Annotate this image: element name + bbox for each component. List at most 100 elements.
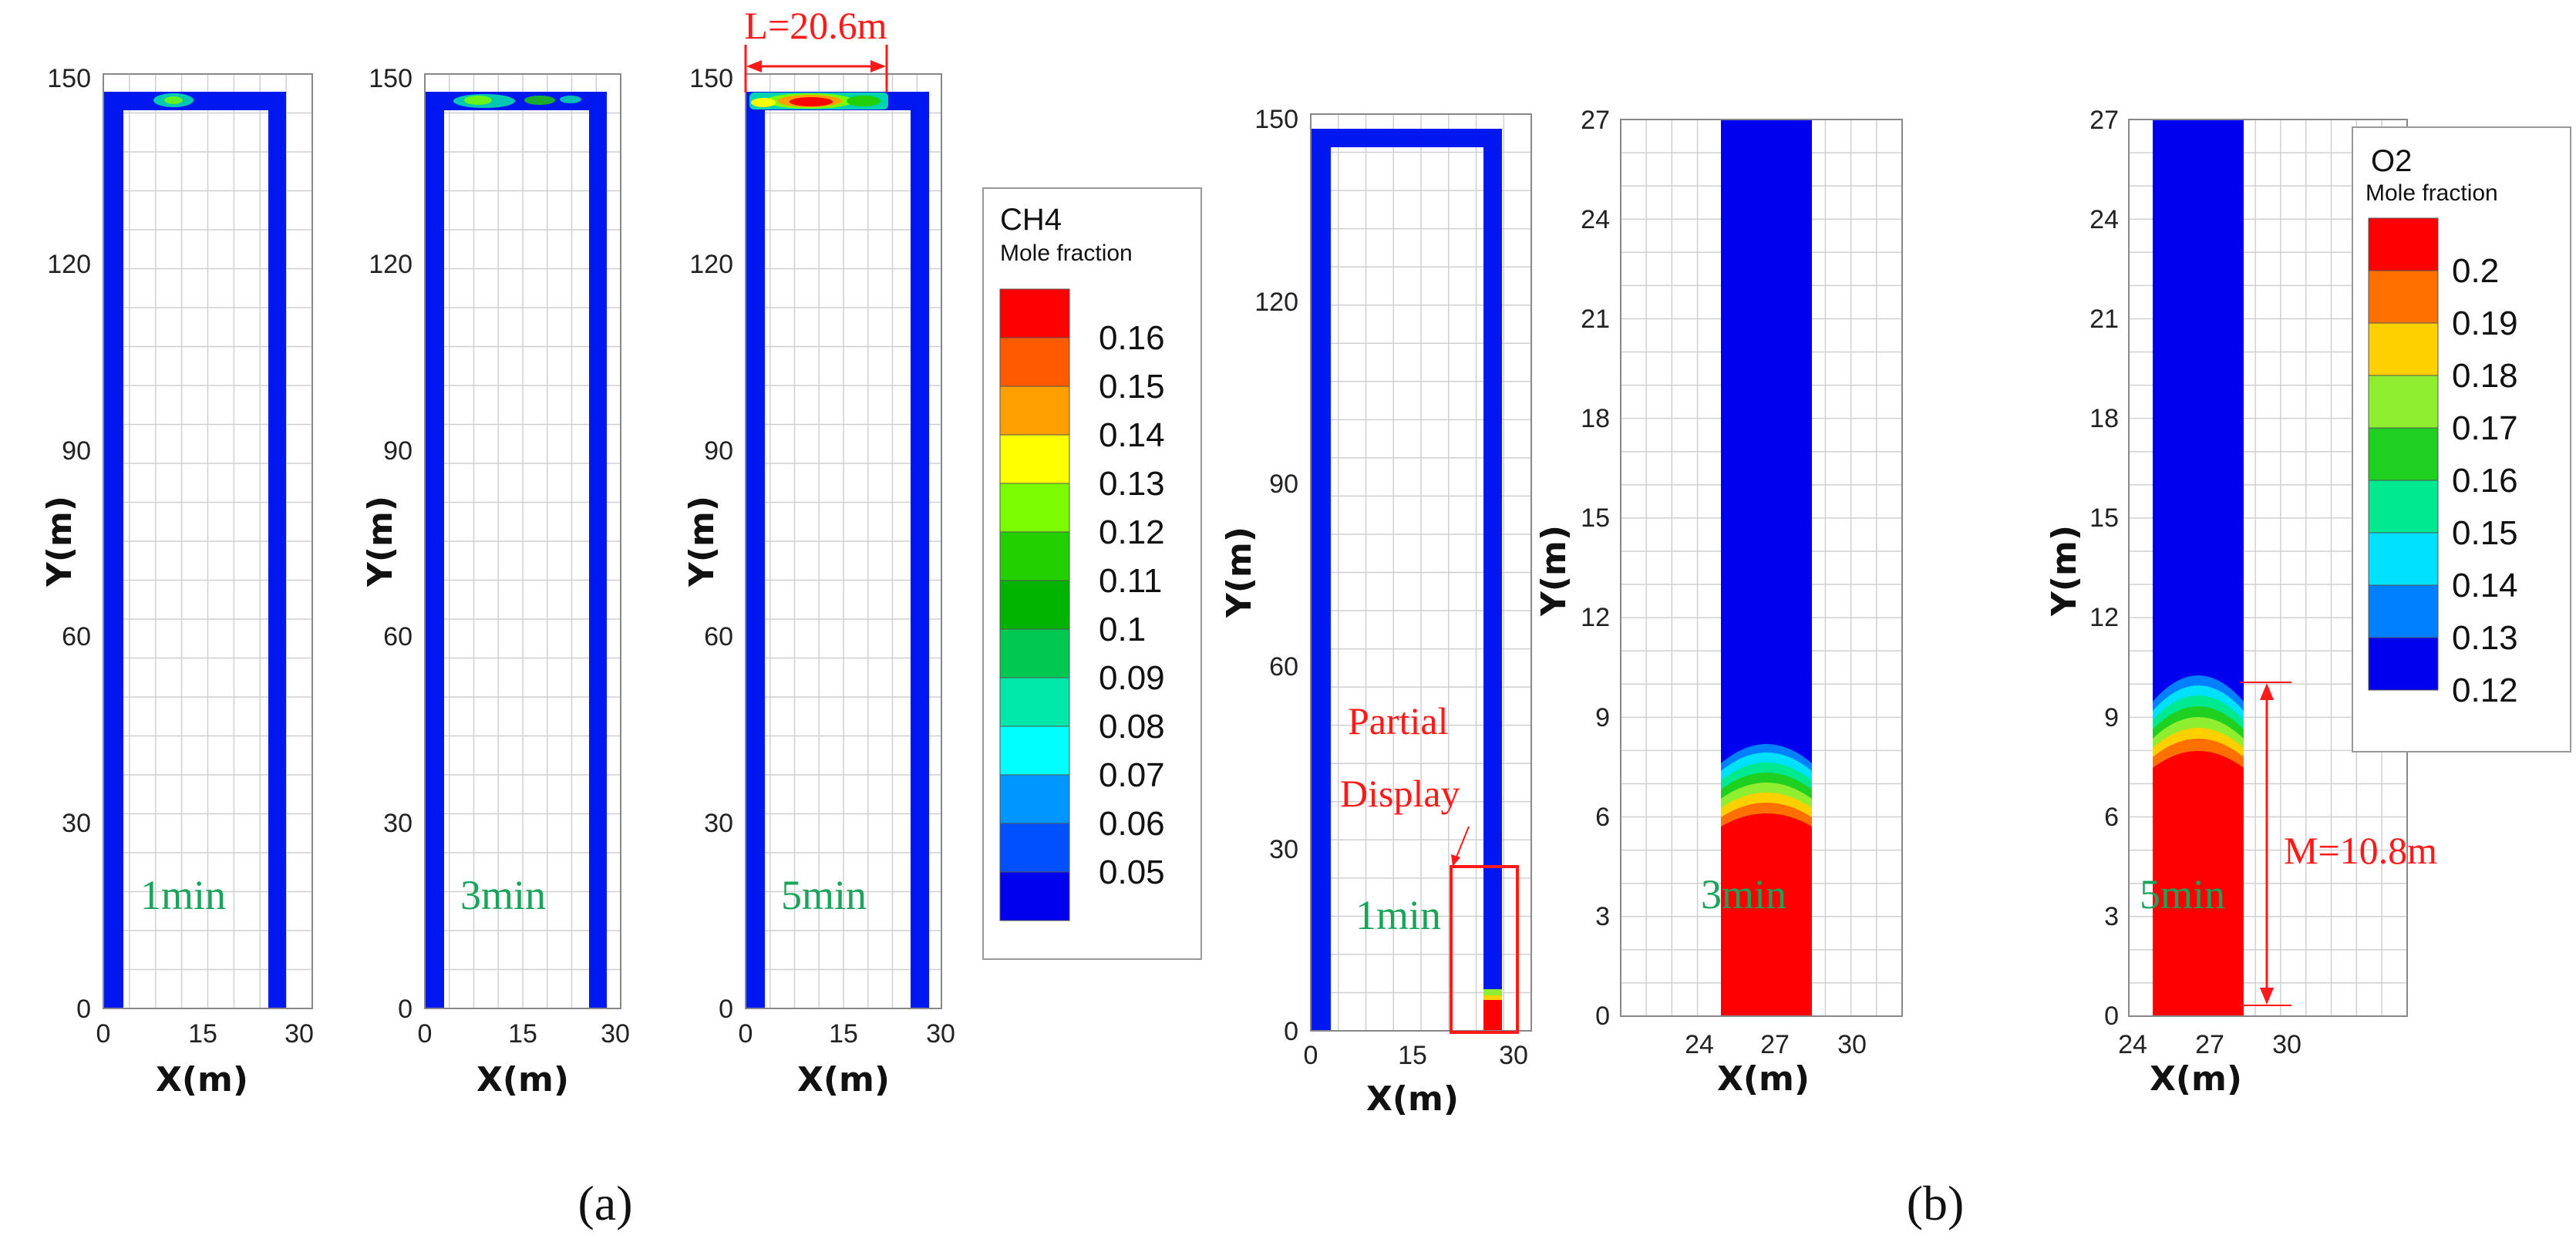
- legend-value: 0.13: [2452, 619, 2518, 657]
- legend-value: 0.1: [1099, 611, 1146, 648]
- legend-value: 0.13: [1099, 465, 1165, 503]
- x-tick-labels: 0 15 30: [96, 1019, 314, 1049]
- legend-swatch: [999, 337, 1070, 387]
- x-tick-label: 24: [2118, 1030, 2147, 1059]
- x-tick-label: 15: [829, 1019, 858, 1049]
- x-tick-label: 15: [1398, 1041, 1427, 1070]
- x-tick-label: 15: [508, 1019, 537, 1049]
- plot-o2-3min: 0 3 6 9 12 15 18 21 24 27 24 27 30 X(m) …: [1534, 106, 1903, 1099]
- legend-value: 0.16: [1099, 319, 1165, 357]
- legend-title: O2: [2371, 144, 2412, 178]
- x-tick-label: 30: [2272, 1030, 2302, 1059]
- legend-value: 0.05: [1099, 853, 1165, 891]
- plot-frame: [1310, 113, 1532, 1032]
- y-tick-label: 3: [2104, 902, 2119, 931]
- legend-swatch: [999, 434, 1070, 484]
- y-tick-label: 24: [1581, 205, 1610, 234]
- x-tick-label: 0: [1304, 1041, 1318, 1070]
- y-tick-labels: 0 30 60 90 120 150: [689, 64, 733, 1024]
- y-tick-label: 9: [1595, 703, 1610, 732]
- y-tick-labels: 0 30 60 90 120 150: [369, 64, 412, 1024]
- x-axis-label: X(m): [1717, 1059, 1810, 1099]
- y-axis-label: Y(m): [361, 496, 400, 587]
- x-tick-label: 30: [1499, 1041, 1528, 1070]
- partial-display-label: Display: [1340, 772, 1460, 815]
- legend-values: 0.2 0.19 0.18 0.17 0.16 0.15 0.14 0.13 0.12: [2452, 252, 2518, 709]
- y-tick-label: 60: [704, 622, 733, 651]
- length-annotation: L=20.6m: [744, 4, 888, 93]
- legend-swatch: [999, 580, 1070, 630]
- y-tick-label: 0: [719, 995, 733, 1024]
- y-tick-label: 0: [398, 995, 412, 1024]
- legend-swatch: [2368, 584, 2439, 638]
- y-tick-label: 24: [2089, 205, 2119, 234]
- legend-value: 0.2: [2452, 252, 2499, 290]
- y-tick-label: 27: [1581, 106, 1610, 135]
- y-tick-labels: 0 3 6 9 12 15 18 21 24 27: [2089, 106, 2119, 1031]
- y-tick-labels: 0 30 60 90 120 150: [47, 64, 91, 1024]
- legend-value: 0.14: [1099, 416, 1165, 454]
- y-tick-label: 120: [689, 250, 733, 279]
- x-tick-label: 30: [926, 1019, 955, 1049]
- x-tick-label: 0: [739, 1019, 753, 1049]
- legend-swatch: [2368, 532, 2439, 586]
- o2-front: [2153, 751, 2244, 1016]
- y-axis-label: Y(m): [40, 496, 79, 587]
- y-tick-label: 6: [1595, 803, 1610, 832]
- domain-right-channel: [1483, 129, 1502, 1031]
- legend-swatch: [999, 531, 1070, 581]
- y-tick-label: 60: [383, 622, 412, 651]
- y-tick-label: 0: [1284, 1017, 1298, 1046]
- panel-label-b: (b): [1907, 1176, 1965, 1230]
- legend-values: 0.16 0.15 0.14 0.13 0.12 0.11 0.1 0.09 0.08 0.07 0…: [1099, 319, 1165, 891]
- y-tick-label: 12: [1581, 603, 1610, 632]
- y-tick-label: 9: [2104, 703, 2119, 732]
- y-tick-label: 30: [704, 809, 733, 838]
- domain-left-channel: [103, 92, 123, 1008]
- y-tick-label: 60: [1269, 652, 1298, 682]
- plot-ch4-3min: 0 30 60 90 120 150 0 15 30 X(m) Y(m) 3mi…: [361, 64, 630, 1099]
- legend-swatch: [999, 677, 1070, 727]
- y-tick-label: 120: [1254, 288, 1298, 317]
- o2-front: [1721, 813, 1812, 1016]
- length-label: L=20.6m: [744, 4, 887, 47]
- legend-title: CH4: [1000, 203, 1062, 237]
- plot-frame: [1620, 119, 1903, 1017]
- legend-swatch: [999, 725, 1070, 776]
- legend-ch4: CH4 Mole fraction 0.16 0.15 0.14 0.13 0.12 0.…: [982, 187, 1202, 960]
- x-tick-label: 30: [285, 1019, 314, 1049]
- time-label: 3min: [1701, 871, 1786, 917]
- legend-value: 0.15: [1099, 368, 1165, 406]
- y-tick-label: 60: [62, 622, 91, 651]
- x-axis-label: X(m): [1366, 1079, 1459, 1119]
- ch4-plume: [790, 97, 833, 106]
- legend-value: 0.15: [2452, 514, 2518, 552]
- legend-value: 0.12: [1099, 513, 1165, 551]
- y-tick-label: 12: [2089, 603, 2119, 632]
- plot-frame: [745, 73, 942, 1009]
- height-label: M=10.8m: [2284, 829, 2437, 872]
- y-tick-label: 120: [369, 250, 412, 279]
- y-tick-label: 0: [1595, 1002, 1610, 1031]
- legend-value: 0.19: [2452, 305, 2518, 342]
- legend-swatch: [2368, 270, 2439, 324]
- partial-display-label: Partial: [1348, 699, 1449, 742]
- domain-left-channel: [746, 92, 765, 1008]
- legend-subtitle: Mole fraction: [1000, 241, 1133, 266]
- y-tick-label: 21: [2089, 305, 2119, 334]
- y-tick-label: 21: [1581, 305, 1610, 334]
- legend-swatches: [999, 288, 1070, 921]
- legend-swatch: [2368, 375, 2439, 429]
- y-tick-label: 0: [76, 995, 91, 1024]
- y-axis-label: Y(m): [1534, 525, 1574, 617]
- x-axis-label: X(m): [476, 1060, 569, 1099]
- x-tick-label: 0: [96, 1019, 111, 1049]
- y-tick-label: 90: [62, 436, 91, 466]
- y-tick-label: 120: [47, 250, 91, 279]
- domain-left-channel: [425, 92, 444, 1008]
- plot-o2-5min: 0 3 6 9 12 15 18 21 24 27 24 27 30 X(m) …: [2045, 106, 2437, 1099]
- x-tick-labels: 0 15 30: [418, 1019, 630, 1049]
- legend-value: 0.12: [2452, 672, 2518, 709]
- plot-frame: [103, 73, 313, 1009]
